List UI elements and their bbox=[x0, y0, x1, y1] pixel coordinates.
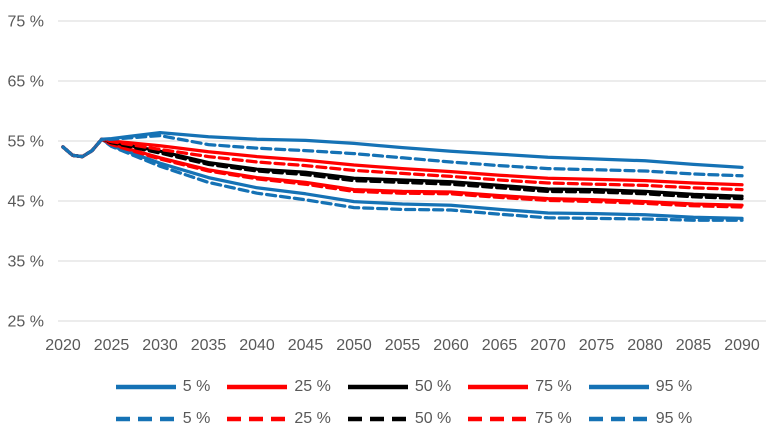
x-tick-label-2030: 2030 bbox=[142, 337, 178, 354]
x-tick-label-2035: 2035 bbox=[191, 337, 227, 354]
legend-item-50pct-dashed: 50 % bbox=[347, 410, 465, 428]
x-tick-label-2090: 2090 bbox=[724, 337, 760, 354]
y-tick-label-65: 65 % bbox=[8, 74, 44, 91]
legend-line-sample-dashed bbox=[468, 416, 529, 422]
legend-item-25pct-dashed: 25 % bbox=[226, 410, 344, 428]
legend-label: 5 % bbox=[182, 410, 211, 427]
x-tick-label-2020: 2020 bbox=[45, 337, 81, 354]
legend-line-sample-solid bbox=[347, 384, 408, 390]
x-tick-label-2080: 2080 bbox=[627, 337, 663, 354]
legend-item-75pct-solid: 75 % bbox=[467, 378, 585, 396]
x-tick-label-2045: 2045 bbox=[288, 337, 324, 354]
x-tick-label-2075: 2075 bbox=[579, 337, 615, 354]
legend-label: 95 % bbox=[655, 410, 693, 427]
legend-label: 50 % bbox=[414, 378, 452, 395]
legend-line-sample-dashed bbox=[115, 416, 176, 422]
legend-item-95pct-dashed: 95 % bbox=[588, 410, 706, 428]
x-tick-label-2085: 2085 bbox=[676, 337, 712, 354]
legend-line-sample-solid bbox=[588, 384, 649, 390]
legend-item-75pct-dashed: 75 % bbox=[467, 410, 585, 428]
legend-label: 25 % bbox=[294, 410, 331, 427]
legend-line-sample-dashed bbox=[347, 416, 408, 422]
legend-item-25pct-solid: 25 % bbox=[226, 378, 344, 396]
x-tick-label-2060: 2060 bbox=[433, 337, 469, 354]
horizontal-gridlines bbox=[58, 20, 766, 322]
x-axis-tick-labels: 2020 2025 2030 2035 2040 2045 2050 2055 2060 2065… bbox=[45, 337, 760, 354]
x-tick-label-2065: 2065 bbox=[482, 337, 518, 354]
series-95pct-dashed bbox=[61, 133, 744, 178]
x-tick-label-2040: 2040 bbox=[239, 337, 275, 354]
legend-line-sample-solid bbox=[468, 384, 529, 390]
legend-item-5pct-dashed: 5 % bbox=[115, 410, 225, 428]
data-series-lines bbox=[61, 130, 744, 222]
x-tick-label-2070: 2070 bbox=[530, 337, 566, 354]
legend-label: 95 % bbox=[655, 378, 693, 395]
y-tick-label-25: 25 % bbox=[8, 314, 44, 331]
x-tick-label-2055: 2055 bbox=[385, 337, 421, 354]
legend-row-solid: 5 % 25 % 50 % 75 % 95 % bbox=[50, 372, 771, 402]
legend-label: 5 % bbox=[182, 378, 211, 395]
legend-label: 75 % bbox=[535, 378, 572, 395]
y-axis-tick-labels: 25 % 35 % 45 % 55 % 65 % 75 % bbox=[8, 14, 44, 331]
legend-item-95pct-solid: 95 % bbox=[588, 378, 706, 396]
legend-row-dashed: 5 % 25 % 50 % 75 % 95 % bbox=[50, 404, 771, 434]
legend-line-sample-dashed bbox=[588, 416, 649, 422]
legend-line-sample-solid bbox=[227, 384, 288, 390]
legend-label: 75 % bbox=[535, 410, 572, 427]
legend-line-sample-solid bbox=[115, 384, 176, 390]
y-tick-label-45: 45 % bbox=[8, 194, 44, 211]
x-tick-label-2025: 2025 bbox=[94, 337, 130, 354]
legend-item-50pct-solid: 50 % bbox=[347, 378, 465, 396]
legend-label: 25 % bbox=[294, 378, 331, 395]
y-tick-label-35: 35 % bbox=[8, 254, 44, 271]
x-tick-label-2050: 2050 bbox=[336, 337, 372, 354]
y-tick-label-55: 55 % bbox=[8, 134, 44, 151]
y-tick-label-75: 75 % bbox=[8, 14, 44, 31]
chart-plot-area: 25 % 35 % 45 % 55 % 65 % 75 % 2020 2025 2030 203… bbox=[8, 14, 766, 354]
legend-label: 50 % bbox=[414, 410, 452, 427]
chart-legend: 5 % 25 % 50 % 75 % 95 % 5 % 25 % 50 % 75 % 95 % bbox=[0, 372, 771, 434]
legend-item-5pct-solid: 5 % bbox=[115, 378, 225, 396]
legend-line-sample-dashed bbox=[227, 416, 288, 422]
